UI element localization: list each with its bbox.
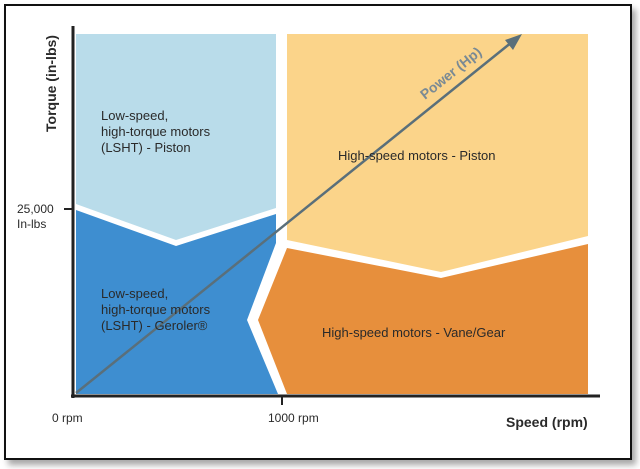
x-tick-label-1000: 1000 rpm	[268, 411, 319, 425]
label-lsht-piston: Low-speed, high-torque motors (LSHT) - P…	[101, 108, 211, 155]
region-lsht-geroler	[76, 210, 278, 394]
label-hs-vane: High-speed motors - Vane/Gear	[322, 325, 506, 340]
y-axis-title: Torque (in-lbs)	[43, 35, 59, 132]
x-axis-title: Speed (rpm)	[506, 414, 588, 430]
y-tick-label: 25,000 In-lbs	[17, 202, 54, 231]
region-hs-piston	[287, 34, 588, 272]
region-hs-vane	[258, 244, 588, 394]
x-tick-label-origin: 0 rpm	[52, 411, 83, 425]
label-lsht-geroler: Low-speed, high-torque motors (LSHT) - G…	[101, 286, 211, 333]
power-arrow	[75, 41, 513, 394]
power-arrowhead	[505, 34, 522, 50]
label-hs-piston: High-speed motors - Piston	[338, 148, 496, 163]
region-lsht-piston	[76, 34, 276, 240]
